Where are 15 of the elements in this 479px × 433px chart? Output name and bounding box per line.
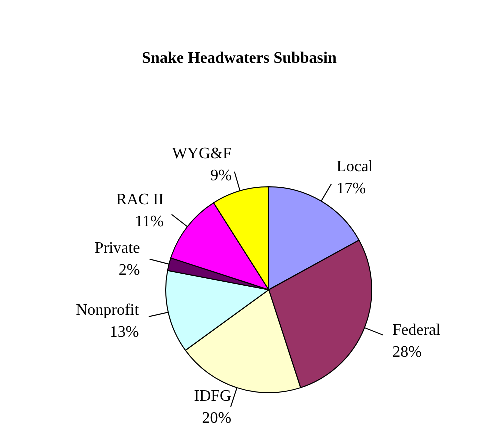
slice-label: Federal [392,322,442,339]
data-label: 28% [392,344,422,361]
data-label: 13% [110,324,140,342]
slice-label: RAC II [116,191,164,208]
slice-label: IDFG [194,388,232,406]
data-label: 2% [118,262,140,279]
slice-label: WYG&F [172,145,232,162]
data-label: 11% [135,213,164,230]
slice-label: Private [94,240,140,257]
data-label: 17% [336,180,366,198]
slice-label: Local [336,158,374,176]
data-label: 9% [210,167,232,184]
chart-title: Snake Headwaters Subbasin [141,50,338,68]
data-label: 20% [202,410,232,428]
slice-label: Nonprofit [76,302,140,320]
